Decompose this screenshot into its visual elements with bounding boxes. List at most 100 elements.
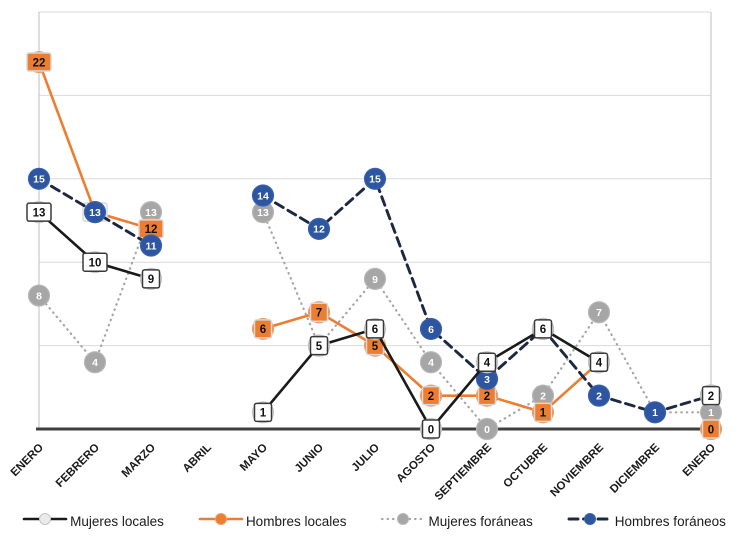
legend-label: Mujeres locales (70, 513, 164, 529)
data-label-box (533, 402, 553, 423)
data-label: 14 (257, 190, 269, 202)
x-axis-label: ENERO (9, 442, 46, 479)
data-label: 0 (708, 424, 714, 436)
data-label: 1 (260, 408, 267, 420)
legend-line-icon (567, 512, 613, 525)
x-axis-label: OCTUBRE (501, 441, 550, 490)
legend-item-hombres-foraneos: Hombres foráneos (567, 512, 726, 531)
data-label: 3 (484, 374, 490, 386)
data-point-marker (643, 401, 667, 424)
x-axis-label: FEBRERO (54, 442, 102, 490)
data-label: 22 (33, 57, 46, 69)
data-label-box (82, 252, 108, 272)
data-label: 15 (33, 174, 45, 186)
data-label-box (533, 319, 553, 339)
line-chart: ENERO FEBRERO MARZO ABRIL MAYO JUNIO JULIO AGOS… (9, 11, 723, 503)
data-label: 8 (36, 290, 42, 302)
x-axis-label: MARZO (120, 442, 158, 480)
data-label: 0 (428, 424, 434, 436)
data-label-box (701, 419, 721, 439)
data-point-marker (419, 351, 443, 374)
data-point-marker (251, 184, 275, 207)
data-label: 10 (89, 257, 102, 269)
data-label-box (421, 419, 441, 439)
data-label: 12 (313, 224, 325, 236)
data-label: 13 (89, 207, 101, 219)
legend-line-icon (381, 512, 426, 525)
legend-marker (214, 512, 227, 525)
data-point-marker (83, 351, 107, 374)
data-label: 5 (372, 341, 379, 353)
legend-item-mujeres-locales: Mujeres locales (22, 512, 164, 531)
data-label: 13 (33, 207, 46, 219)
data-label: 15 (369, 174, 381, 186)
data-label: 7 (316, 307, 322, 319)
data-point-marker (587, 301, 611, 324)
data-label: 4 (428, 357, 434, 369)
data-label: 7 (596, 307, 602, 319)
x-axis-label: AGOSTO (395, 442, 439, 486)
data-point-marker (363, 267, 387, 290)
data-point-marker (83, 201, 107, 224)
data-label-box (309, 335, 329, 356)
legend-label: Hombres foráneos (614, 513, 726, 529)
data-label-box (26, 52, 52, 72)
data-label: 4 (596, 358, 603, 370)
data-label-box (253, 319, 273, 339)
data-label: 11 (145, 240, 156, 252)
line-marker-icon (380, 512, 426, 531)
x-axis-label: NOVIEMBRE (548, 441, 606, 499)
series-hombres-foráneos: 151311141215636212 (27, 167, 723, 424)
x-axis-label: JUNIO (293, 442, 326, 475)
legend-label: Hombres locales (245, 513, 347, 529)
series-hombres-locales: 22131267522140 (26, 50, 723, 441)
data-label-box (701, 385, 721, 406)
legend-line-icon (198, 512, 244, 525)
data-label-box (589, 352, 609, 373)
x-axis-label: DICIEMBRE (608, 441, 662, 495)
data-label: 9 (148, 274, 154, 286)
x-axis-label: ABRIL (181, 442, 214, 475)
data-label: 9 (372, 274, 378, 286)
data-point-marker (307, 217, 331, 240)
data-label: 2 (596, 391, 602, 403)
data-label: 5 (316, 341, 323, 353)
data-point-marker (419, 317, 443, 341)
data-label: 13 (145, 207, 157, 219)
line-marker-icon (22, 512, 68, 531)
line-marker-icon (567, 512, 613, 531)
data-label: 1 (652, 407, 658, 419)
x-axis-label: MAYO (238, 442, 270, 474)
x-axis-label: SEPTIEMBRE (433, 441, 495, 503)
data-label: 2 (484, 391, 490, 403)
x-axis-label: JULIO (350, 442, 382, 474)
data-label: 0 (484, 424, 490, 436)
data-point-marker (27, 284, 51, 307)
data-label: 2 (708, 391, 714, 403)
data-point-marker (587, 384, 611, 407)
legend-marker (397, 512, 410, 525)
data-label: 13 (257, 207, 269, 219)
x-axis-label: ENERO (681, 442, 718, 479)
chart-legend: Mujeres locales Hombres locales Mujeres … (0, 504, 748, 538)
data-label: 1 (540, 408, 547, 420)
legend-item-hombres-locales: Hombres locales (198, 512, 347, 531)
data-label-box (141, 269, 161, 289)
data-label-box (253, 402, 273, 423)
data-label-box (365, 319, 385, 339)
data-point-marker (363, 167, 387, 190)
data-point-marker (27, 167, 51, 190)
data-label: 4 (92, 357, 98, 369)
data-label: 1 (708, 407, 714, 419)
data-label-box (26, 202, 52, 222)
data-point-marker (139, 234, 163, 257)
data-label: 6 (540, 324, 546, 336)
legend-label: Mujeres foráneas (428, 513, 533, 529)
data-label-box (309, 302, 329, 322)
data-label: 6 (372, 324, 378, 336)
legend-item-mujeres-foraneas: Mujeres foráneas (380, 512, 533, 531)
data-label-box (477, 352, 497, 373)
legend-marker (39, 512, 52, 525)
